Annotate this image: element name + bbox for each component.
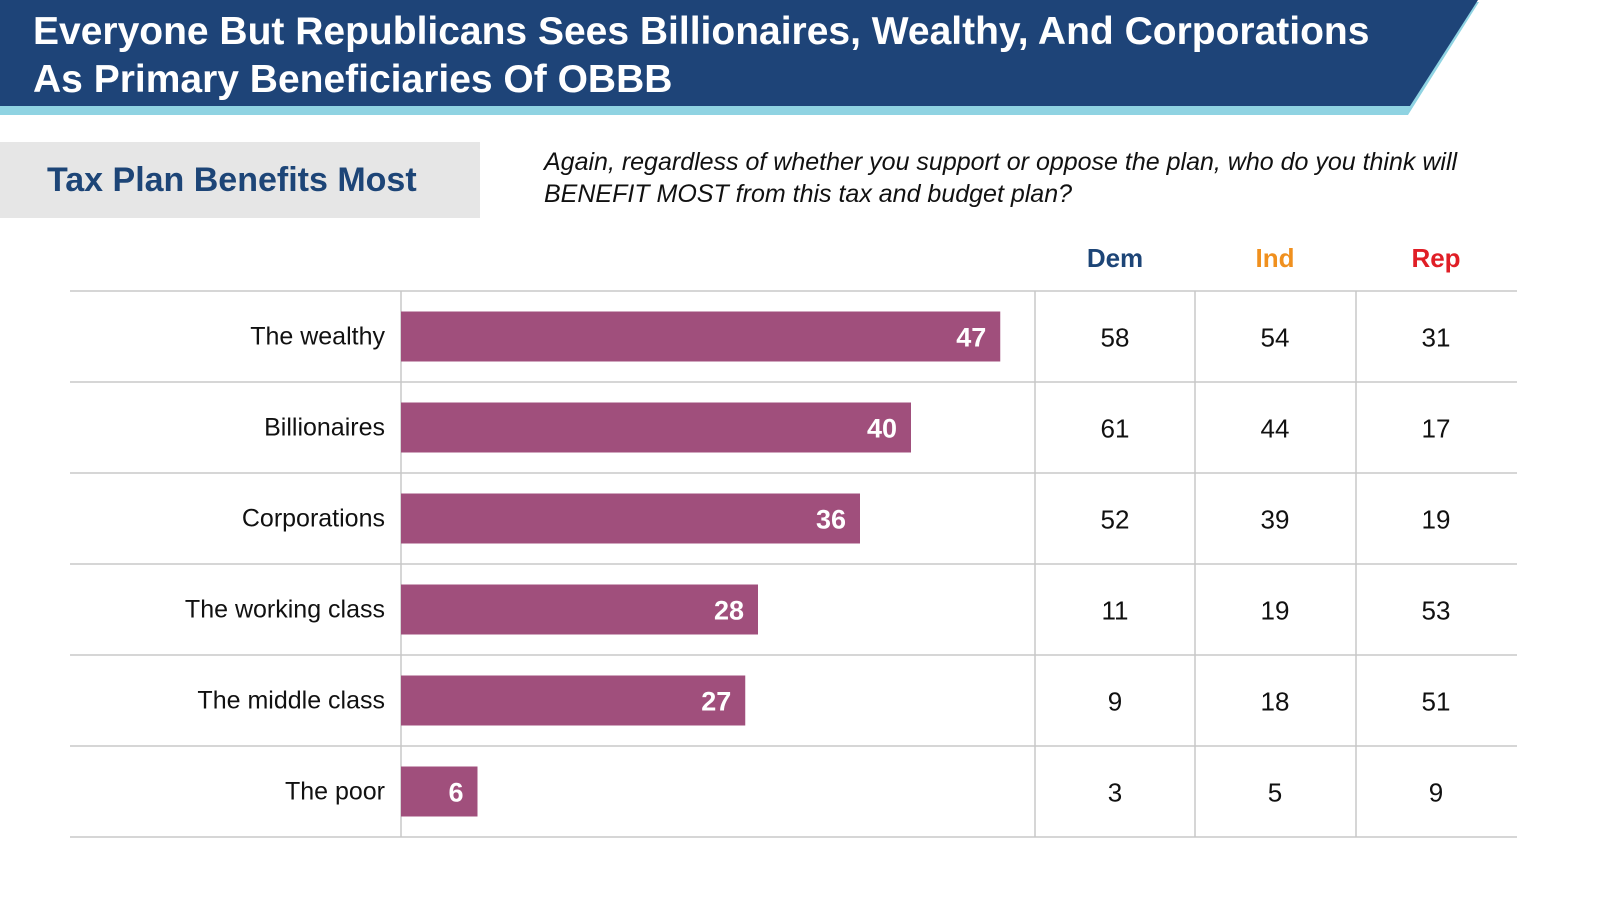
table-cell-rep: 53 (1422, 596, 1451, 626)
bar (401, 584, 758, 635)
bar (401, 675, 746, 726)
table-cell-rep: 9 (1429, 778, 1443, 808)
page-title: Everyone But Republicans Sees Billionair… (33, 8, 1413, 104)
category-label: The poor (285, 778, 385, 806)
table-cell-rep: 31 (1422, 323, 1451, 353)
survey-question-line-1: Again, regardless of whether you support… (544, 148, 1458, 176)
bar-value-label: 47 (956, 323, 986, 353)
column-header-dem: Dem (1086, 243, 1144, 273)
bar-value-label: 40 (867, 414, 897, 444)
table-cell-rep: 19 (1422, 505, 1451, 535)
bar-value-label: 6 (448, 778, 463, 808)
table-cell-ind: 19 (1261, 596, 1290, 626)
category-label: The middle class (197, 687, 385, 715)
table-cell-dem: 58 (1101, 323, 1130, 353)
banner-background (0, 0, 1478, 106)
table-cell-ind: 5 (1268, 778, 1282, 808)
table-cell-dem: 52 (1101, 505, 1130, 535)
page-title-line-2: As Primary Beneficiaries Of OBBB (33, 58, 673, 101)
table-cell-ind: 39 (1261, 505, 1290, 535)
table-cell-dem: 61 (1101, 414, 1130, 444)
table-cell-rep: 17 (1422, 414, 1451, 444)
bar (401, 311, 1001, 362)
bar (401, 402, 911, 453)
table-cell-ind: 54 (1261, 323, 1290, 353)
page-title-line-1: Everyone But Republicans Sees Billionair… (33, 10, 1370, 53)
category-label: Corporations (242, 505, 385, 533)
column-header-ind: Ind (1255, 243, 1295, 273)
section-title: Tax Plan Benefits Most (47, 161, 417, 199)
bar-value-label: 36 (816, 505, 846, 535)
survey-question: Again, regardless of whether you support… (544, 146, 1584, 210)
table-cell-rep: 51 (1422, 687, 1451, 717)
bar (401, 766, 478, 817)
bar (401, 493, 860, 544)
title-banner (0, 0, 1479, 115)
section-label-box: Tax Plan Benefits Most (0, 142, 480, 218)
category-label: The wealthy (250, 323, 385, 351)
table-cell-ind: 44 (1261, 414, 1290, 444)
column-header-rep: Rep (1411, 243, 1461, 273)
category-label: The working class (185, 596, 385, 624)
table-cell-dem: 3 (1108, 778, 1122, 808)
bar-value-label: 27 (701, 687, 731, 717)
survey-question-line-2: BENEFIT MOST from this tax and budget pl… (544, 180, 1073, 208)
table-cell-dem: 11 (1102, 596, 1129, 626)
category-label: Billionaires (264, 414, 385, 442)
table-cell-ind: 18 (1261, 687, 1290, 717)
bar-value-label: 28 (714, 596, 744, 626)
table-cell-dem: 9 (1108, 687, 1122, 717)
